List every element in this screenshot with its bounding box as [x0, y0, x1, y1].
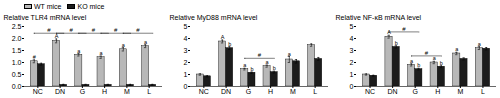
svg-text:2: 2	[184, 59, 188, 66]
svg-text:a: a	[100, 50, 104, 56]
svg-text:DN: DN	[221, 88, 231, 95]
svg-text:a: a	[288, 51, 292, 57]
svg-text:H: H	[102, 88, 107, 95]
svg-text:L: L	[147, 88, 151, 95]
svg-text:2.0: 2.0	[12, 35, 22, 42]
svg-text:DN: DN	[388, 88, 398, 95]
svg-text:4: 4	[350, 35, 354, 42]
svg-text:NC: NC	[33, 88, 43, 95]
svg-text:a: a	[478, 41, 482, 47]
svg-text:#: #	[425, 50, 429, 56]
svg-text:a: a	[243, 62, 247, 68]
svg-text:a: a	[410, 58, 414, 64]
svg-text:#: #	[70, 27, 74, 33]
svg-text:H: H	[268, 88, 273, 95]
svg-text:G: G	[412, 88, 417, 95]
svg-text:4: 4	[184, 35, 188, 42]
svg-text:a: a	[455, 46, 459, 52]
svg-text:3: 3	[350, 47, 354, 54]
svg-text:Relative NF-κB mRNA level: Relative NF-κB mRNA level	[336, 14, 422, 21]
svg-text:Relative MyD88 mRNA level: Relative MyD88 mRNA level	[170, 14, 258, 22]
svg-text:0: 0	[350, 83, 354, 90]
svg-text:b: b	[395, 40, 398, 46]
svg-text:NC: NC	[365, 88, 375, 95]
svg-text:L: L	[313, 88, 317, 95]
svg-text:M: M	[457, 88, 463, 95]
svg-text:1: 1	[184, 71, 188, 78]
svg-text:b: b	[440, 60, 443, 66]
svg-text:b: b	[273, 65, 276, 71]
svg-text:b: b	[250, 66, 253, 72]
svg-text:A: A	[55, 33, 59, 39]
svg-text:a: a	[433, 55, 437, 61]
svg-text:0.5: 0.5	[12, 71, 22, 78]
svg-text:b: b	[228, 41, 231, 47]
svg-text:#: #	[258, 52, 262, 58]
svg-text:1.5: 1.5	[12, 47, 22, 54]
svg-text:H: H	[435, 88, 440, 95]
svg-text:1.0: 1.0	[12, 59, 22, 66]
svg-text:a: a	[122, 42, 126, 48]
svg-text:Relative TLR4 mRNA level: Relative TLR4 mRNA level	[4, 14, 87, 21]
svg-text:5: 5	[184, 23, 188, 30]
svg-text:#: #	[47, 27, 51, 33]
svg-text:a: a	[266, 59, 270, 65]
svg-text:2: 2	[350, 59, 354, 66]
svg-text:#: #	[33, 54, 37, 60]
svg-text:1: 1	[350, 71, 354, 78]
svg-text:A: A	[221, 34, 225, 40]
svg-text:a: a	[77, 48, 81, 54]
svg-text:5: 5	[350, 23, 354, 30]
svg-text:b: b	[417, 62, 420, 68]
svg-text:G: G	[80, 88, 85, 95]
svg-text:M: M	[124, 88, 130, 95]
svg-text:3: 3	[184, 47, 188, 54]
svg-text:A: A	[387, 29, 391, 35]
svg-text:#: #	[402, 26, 406, 32]
html-text:WT mice: WT mice	[34, 2, 62, 10]
svg-text:#: #	[114, 27, 118, 33]
html-text:KO mice: KO mice	[77, 2, 105, 10]
svg-text:NC: NC	[199, 88, 209, 95]
svg-text:#: #	[92, 27, 96, 33]
svg-text:L: L	[481, 88, 485, 95]
svg-text:G: G	[246, 88, 251, 95]
svg-text:0.0: 0.0	[12, 83, 22, 90]
svg-text:a: a	[144, 39, 148, 45]
svg-text:#: #	[136, 27, 140, 33]
svg-text:2.5: 2.5	[12, 23, 22, 30]
svg-text:M: M	[290, 88, 296, 95]
svg-text:DN: DN	[55, 88, 65, 95]
svg-text:0: 0	[184, 83, 188, 90]
